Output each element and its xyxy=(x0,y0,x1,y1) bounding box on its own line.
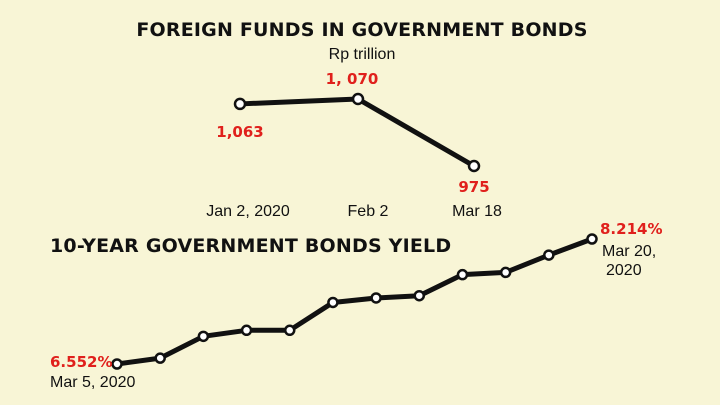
yield-start-date-label: Mar 5, 2020 xyxy=(50,374,135,391)
bond-yield-point-9 xyxy=(499,266,512,279)
bond-yield-title: 10-YEAR GOVERNMENT BONDS YIELD xyxy=(50,235,451,257)
foreign-funds-value-label-2: 975 xyxy=(458,178,489,196)
bond-yield-point-3 xyxy=(240,324,253,337)
bond-yield-point-1 xyxy=(154,352,166,364)
bond-yield-point-6 xyxy=(370,292,382,304)
foreign-funds-x-label-0: Jan 2, 2020 xyxy=(206,203,290,220)
bond-yield-point-2 xyxy=(197,330,210,343)
bond-yield-point-7 xyxy=(413,289,426,302)
foreign-funds-point-2 xyxy=(467,159,481,173)
yield-end-value-label: 8.214% xyxy=(600,220,662,238)
bond-yield-series-line xyxy=(114,236,595,367)
foreign-funds-series-line xyxy=(237,96,477,169)
foreign-funds-title: FOREIGN FUNDS IN GOVERNMENT BONDS xyxy=(136,19,587,41)
bond-yield-point-10 xyxy=(543,249,555,261)
yield-start-value-label: 6.552% xyxy=(50,353,112,371)
bond-yield-point-8 xyxy=(456,268,469,281)
foreign-funds-point-0 xyxy=(233,97,247,111)
foreign-funds-chart: FOREIGN FUNDS IN GOVERNMENT BONDS Rp tri… xyxy=(136,19,587,220)
foreign-funds-x-label-1: Feb 2 xyxy=(348,203,389,220)
foreign-funds-subtitle: Rp trillion xyxy=(329,46,396,63)
bond-yield-point-11 xyxy=(586,233,598,245)
foreign-funds-x-label-2: Mar 18 xyxy=(452,203,502,220)
foreign-funds-value-label-0: 1,063 xyxy=(216,123,263,141)
bond-yield-point-0 xyxy=(111,358,123,370)
bond-yield-chart: 10-YEAR GOVERNMENT BONDS YIELD 6.552% Ma… xyxy=(50,220,662,391)
bond-yield-point-4 xyxy=(283,324,296,337)
bond-yield-point-5 xyxy=(327,296,339,309)
foreign-funds-point-1 xyxy=(351,92,365,106)
foreign-funds-value-label-1: 1, 070 xyxy=(326,70,379,88)
yield-end-date-line2: 2020 xyxy=(606,262,642,279)
yield-end-date-line1: Mar 20, xyxy=(602,243,656,260)
